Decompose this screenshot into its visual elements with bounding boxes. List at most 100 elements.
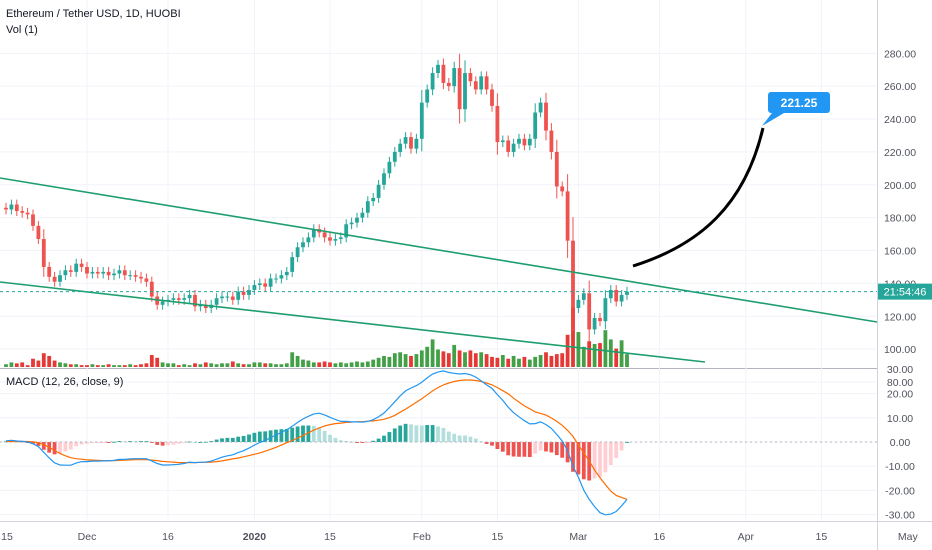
candle-body <box>36 225 41 240</box>
macd-histogram-bar <box>473 438 478 442</box>
macd-histogram-bar <box>225 437 230 442</box>
price-tick-label: 220.00 <box>884 147 916 159</box>
macd-histogram-bar <box>41 442 46 450</box>
macd-histogram-bar <box>446 431 451 442</box>
macd-histogram-bar <box>457 435 462 442</box>
candle-body <box>468 73 473 82</box>
candle-body <box>14 204 19 212</box>
volume-bar <box>144 363 149 367</box>
macd-histogram-bar <box>328 434 332 442</box>
macd-histogram-bar <box>360 442 365 443</box>
volume-bar <box>403 354 408 367</box>
price-callout-pointer <box>762 113 784 126</box>
candle-body <box>155 296 160 305</box>
volume-bar <box>479 352 484 367</box>
candle-body <box>268 278 273 287</box>
price-tick-label: 200.00 <box>884 180 916 192</box>
macd-histogram-bar <box>101 442 106 443</box>
candle-body <box>365 201 370 213</box>
macd-histogram-bar <box>392 428 397 442</box>
macd-histogram-bar <box>441 427 446 442</box>
macd-histogram-bar <box>619 442 624 451</box>
macd-histogram-bar <box>333 437 338 442</box>
candle-body <box>279 275 284 279</box>
volume-bar <box>90 364 95 367</box>
macd-histogram-bar <box>430 425 435 442</box>
volume-bar <box>149 355 154 367</box>
macd-histogram-bar <box>506 442 511 456</box>
volume-bar <box>425 346 430 367</box>
macd-histogram-bar <box>284 428 289 442</box>
candle-body <box>20 211 25 213</box>
volume-bar <box>52 360 57 367</box>
candle-body <box>452 68 457 87</box>
time-tick-label: Feb <box>413 531 431 543</box>
volume-bar <box>176 365 181 367</box>
volume-bar <box>198 364 203 367</box>
candle-body <box>398 143 403 152</box>
price-tick-label: 100.00 <box>884 344 916 356</box>
macd-histogram-bar <box>371 440 376 442</box>
candle-body <box>101 271 106 274</box>
current-price-badge <box>878 283 932 300</box>
volume-bar <box>517 358 521 367</box>
volume-bar <box>214 364 219 367</box>
macd-histogram-bar <box>322 430 327 442</box>
candle-body <box>63 270 68 276</box>
volume-bar <box>225 363 230 367</box>
candle-body <box>371 197 376 202</box>
volume-bar <box>506 358 511 367</box>
volume-bar <box>414 354 419 367</box>
chart-title: Ethereum / Tether USD, 1D, HUOBI <box>6 8 181 20</box>
volume-bar <box>20 362 25 367</box>
candle-body <box>376 184 381 198</box>
macd-histogram-bar <box>166 442 170 446</box>
volume-bar <box>549 355 554 367</box>
signal-line <box>6 379 628 500</box>
macd-histogram-bar <box>398 425 403 442</box>
volume-bar <box>398 352 403 367</box>
candle-body <box>133 275 138 277</box>
macd-histogram-bar <box>511 442 516 457</box>
candle-body <box>290 257 295 272</box>
macd-histogram-bar <box>68 442 73 450</box>
price-callout-label: 221.25 <box>781 96 818 110</box>
candle-body <box>414 138 419 149</box>
volume-bar <box>328 362 332 367</box>
candle-body <box>506 140 511 152</box>
candle-body <box>117 270 122 274</box>
candle-body <box>441 64 446 83</box>
candle-body <box>625 291 629 295</box>
macd-histogram-bar <box>571 442 575 472</box>
macd-histogram-bar <box>495 442 500 450</box>
volume-bar <box>122 365 127 367</box>
macd-histogram-bar <box>241 435 246 442</box>
volume-bar <box>25 365 30 367</box>
volume-bar <box>436 349 440 367</box>
candle-body <box>214 298 219 305</box>
volume-bar <box>63 363 68 367</box>
candle-body <box>608 289 613 299</box>
volume-bar <box>409 355 413 367</box>
volume-bar <box>128 364 133 367</box>
candle-body <box>473 81 478 90</box>
candle-body <box>338 237 343 240</box>
candle-body <box>538 102 543 113</box>
volume-bar <box>58 362 62 367</box>
volume-bar <box>236 363 241 367</box>
time-tick-label: 15 <box>324 531 336 543</box>
candle-body <box>522 138 527 146</box>
time-tick-label: Mar <box>569 531 588 543</box>
time-tick-label: 15 <box>1 531 13 543</box>
candle-body <box>230 296 235 300</box>
price-callout-box <box>768 92 830 113</box>
candle-body <box>328 237 332 241</box>
macd-histogram-bar <box>220 438 224 442</box>
volume-bar <box>333 363 338 367</box>
volume-bar <box>522 356 527 367</box>
candle-body <box>403 137 408 144</box>
volume-bar <box>274 364 278 367</box>
volume-bar <box>592 344 597 367</box>
volume-bar <box>430 339 435 367</box>
